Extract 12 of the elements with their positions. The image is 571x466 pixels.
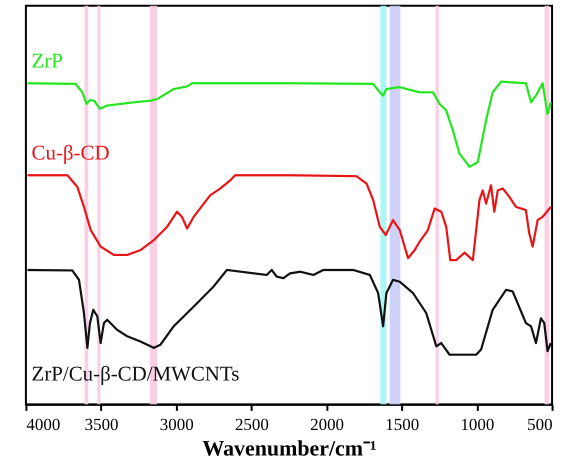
x-tick-label: 2000: [310, 414, 344, 434]
x-tick-label: 3500: [84, 414, 119, 434]
series-label: ZrP/Cu-β-CD/MWCNTs: [32, 362, 240, 386]
x-axis-title: Wavenumber/cm⁻¹: [202, 436, 377, 461]
x-tick-label: 1000: [460, 414, 494, 434]
x-tick-label: 2500: [234, 414, 269, 434]
series-label: Cu-β-CD: [32, 140, 110, 164]
x-tick-label: 500: [527, 414, 553, 434]
x-tick-label: 3000: [160, 414, 194, 434]
x-tick-label: 4000: [26, 414, 60, 434]
series-label: ZrP: [32, 48, 63, 72]
x-tick-label: 1500: [385, 414, 420, 434]
